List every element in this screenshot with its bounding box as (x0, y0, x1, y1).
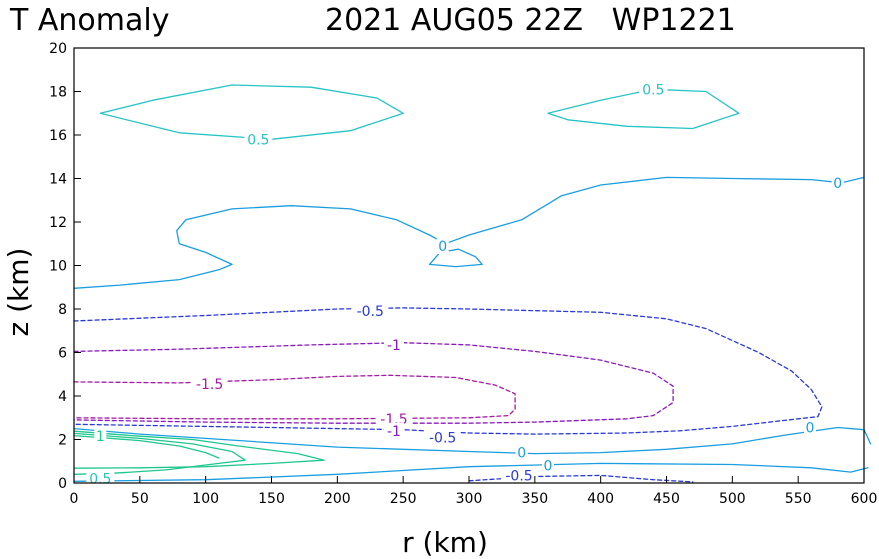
y-tick-label: 2 (58, 433, 67, 449)
x-tick-label: 400 (587, 491, 614, 507)
x-tick-label: 450 (653, 491, 680, 507)
y-axis: 0 2 4 6 8 10 12 14 16 18 20 (49, 41, 81, 492)
contour-line (73, 342, 674, 424)
contour-label-bg (383, 422, 404, 439)
x-axis-label: r (km) (402, 526, 488, 559)
contour-label-bg (542, 457, 554, 474)
y-tick-label: 14 (49, 172, 67, 188)
y-tick-label: 16 (49, 128, 67, 144)
contour-label: 0 (517, 446, 526, 462)
contour-label: 0 (806, 421, 815, 437)
x-tick-label: 0 (70, 491, 79, 507)
contour-label-bg (501, 467, 538, 484)
contour-line (73, 176, 865, 289)
y-tick-label: 6 (58, 346, 67, 362)
x-tick-label: 300 (456, 491, 483, 507)
y-tick-label: 0 (58, 476, 67, 492)
contour-label-bg (804, 419, 817, 436)
contour-label-bg (515, 444, 528, 461)
y-axis-label: z (km) (2, 248, 35, 337)
contour-label-bg (352, 303, 389, 320)
contour-label-bg (424, 429, 461, 446)
contour-label: 0 (833, 176, 842, 192)
contour-label-bg (639, 81, 668, 98)
x-tick-label: 200 (324, 491, 351, 507)
contour-line (73, 307, 823, 435)
x-tick-label: 500 (719, 491, 746, 507)
chart-title-right: 2021 AUG05 22Z WP1221 (325, 3, 736, 38)
y-tick-label: 12 (49, 215, 67, 231)
contour-label: -0.5 (505, 468, 532, 484)
contour-line (547, 88, 740, 130)
y-tick-label: 18 (49, 85, 67, 101)
contour-label-bg (436, 237, 449, 254)
contour-label: -1 (387, 338, 401, 354)
contour-label: -0.5 (357, 304, 384, 320)
x-tick-label: 350 (521, 491, 548, 507)
contour-label-bg (383, 336, 404, 353)
x-tick-label: 600 (851, 491, 878, 507)
contour-label: -0.5 (429, 430, 456, 446)
contour-label: -1.5 (196, 377, 223, 393)
contour-label: 0.5 (642, 82, 664, 98)
x-axis: 0 50 100 150 200 250 300 350 400 450 500 550 600 (70, 476, 878, 507)
x-tick-label: 50 (131, 491, 149, 507)
x-tick-label: 100 (192, 491, 219, 507)
contour-label-bg (831, 174, 844, 191)
x-tick-label: 250 (390, 491, 417, 507)
contour-label: -1 (387, 424, 401, 440)
x-tick-label: 150 (258, 491, 285, 507)
y-tick-label: 20 (49, 41, 67, 57)
y-tick-label: 10 (49, 259, 67, 275)
contour-label: 0.5 (247, 132, 269, 148)
contour-label: 1 (96, 429, 105, 445)
contour-line (73, 432, 246, 475)
contour-line (99, 84, 404, 140)
y-tick-label: 4 (58, 389, 67, 405)
chart-title-left: T Anomaly (9, 3, 169, 38)
contour-label: 0 (544, 459, 553, 475)
contour-label-bg (94, 428, 107, 445)
contour-line (73, 430, 325, 469)
x-tick-label: 550 (785, 491, 812, 507)
contour-line (73, 374, 516, 420)
contour-label-bg (191, 376, 228, 393)
contour-line (73, 426, 872, 455)
contour-label: 0 (438, 239, 447, 255)
y-tick-label: 8 (58, 302, 67, 318)
contour-line (73, 434, 220, 459)
contour-label-bg (244, 131, 273, 148)
contour-lines (73, 84, 872, 483)
contour-line (73, 462, 869, 482)
contour-label: 0.5 (89, 472, 111, 488)
